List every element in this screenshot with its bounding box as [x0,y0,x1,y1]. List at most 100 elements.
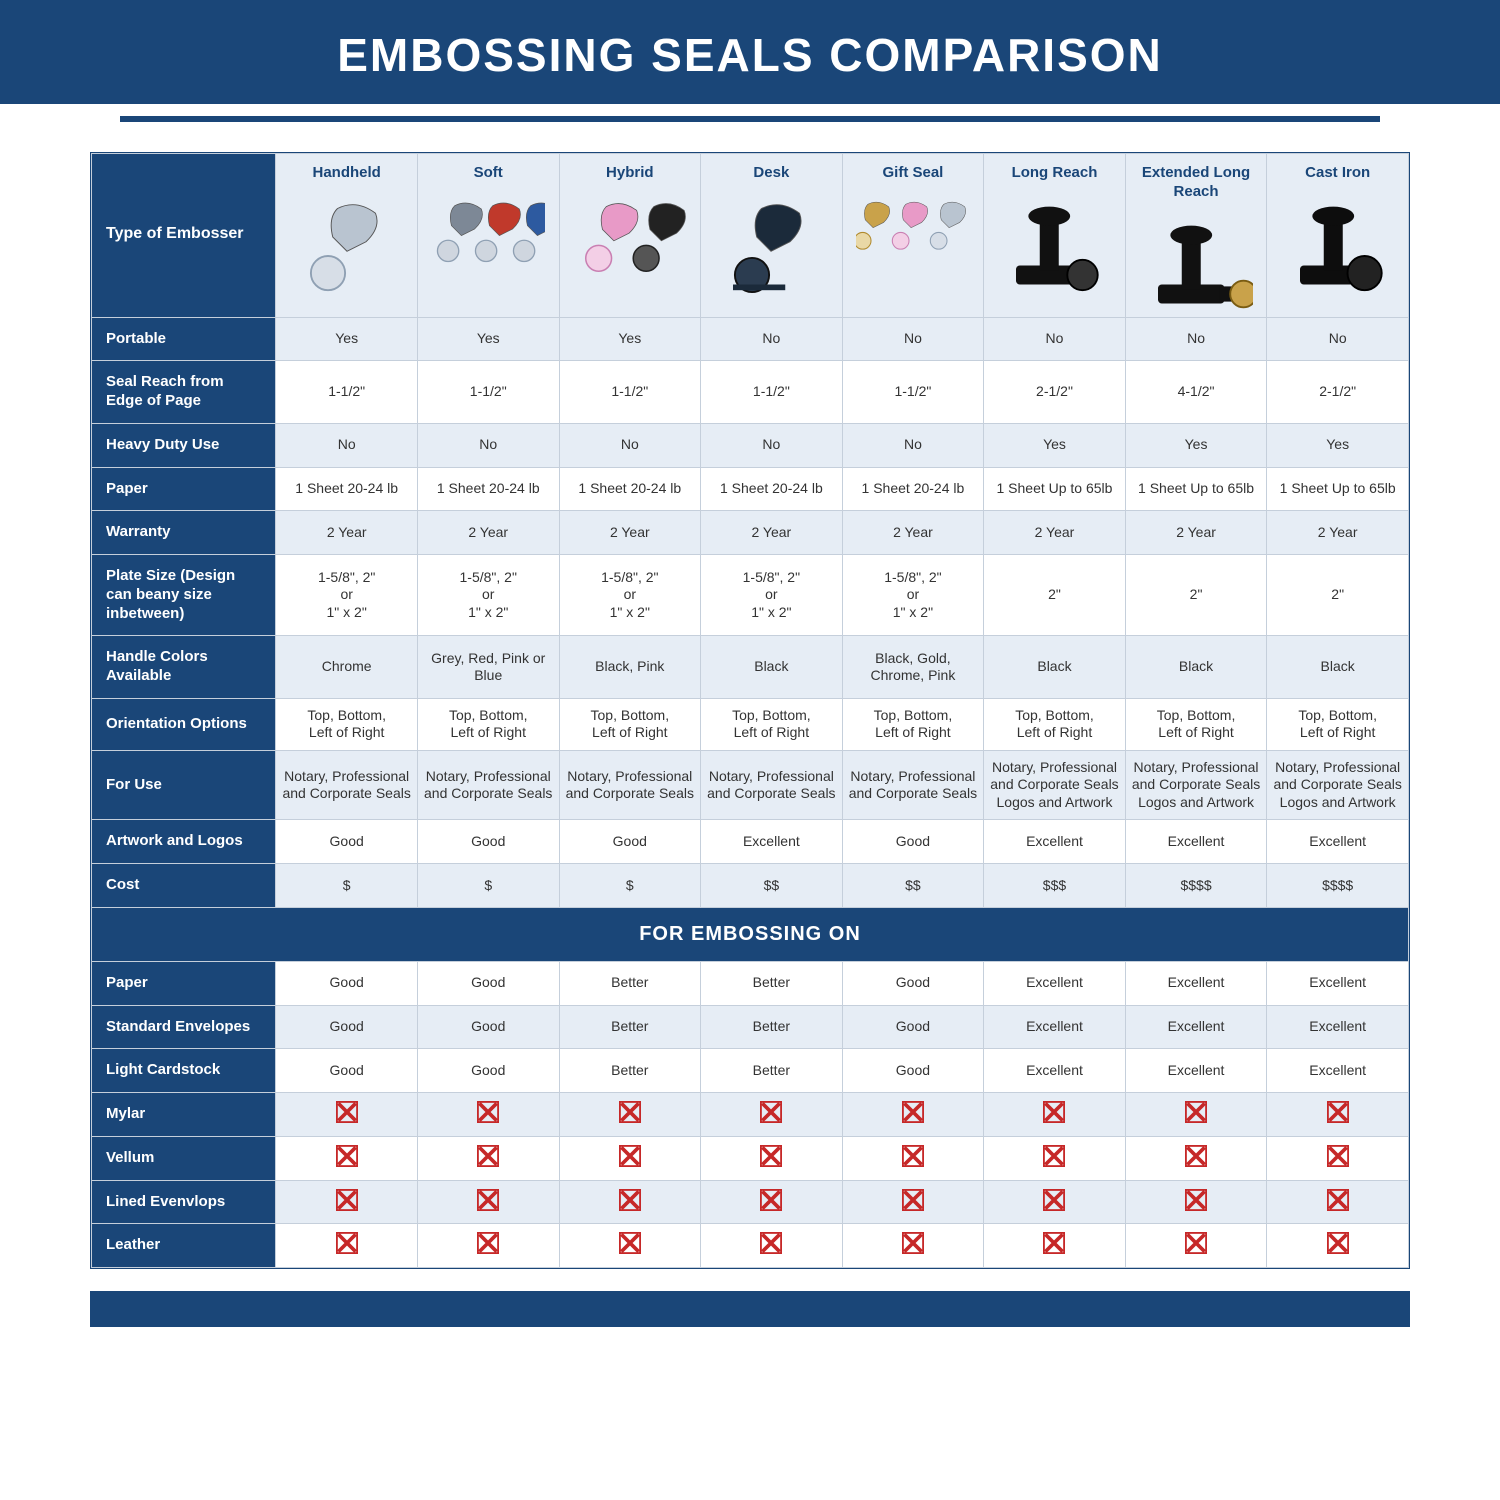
data-cell: Yes [276,317,418,361]
row-label: Cost [92,864,276,908]
data-cell: 1-1/2" [276,361,418,424]
data-cell: Good [417,820,559,864]
row-label: Lined Evenvlops [92,1180,276,1224]
data-cell: Black [984,636,1126,699]
data-cell: Good [842,1005,984,1049]
data-cell [984,1180,1126,1224]
data-cell: 2 Year [1125,511,1267,555]
data-cell: Excellent [984,1005,1126,1049]
data-cell [984,1224,1126,1268]
data-cell: No [276,423,418,467]
row-label: Light Cardstock [92,1049,276,1093]
row-label: For Use [92,750,276,820]
x-icon [760,1101,782,1123]
x-icon [336,1101,358,1123]
row-label: Portable [92,317,276,361]
data-cell: $$$$ [1267,864,1409,908]
data-cell [701,1224,843,1268]
data-cell: Good [842,961,984,1005]
data-cell: 2" [1125,555,1267,636]
data-cell: Notary, Professional and Corporate Seals [559,750,701,820]
data-cell: Better [701,1005,843,1049]
x-icon [902,1145,924,1167]
data-cell: 1-1/2" [842,361,984,424]
x-icon [902,1232,924,1254]
data-cell: 2 Year [559,511,701,555]
data-cell: Excellent [701,820,843,864]
data-cell: 1 Sheet 20-24 lb [559,467,701,511]
data-cell: Notary, Professional and Corporate Seals… [984,750,1126,820]
data-cell: Black [701,636,843,699]
x-icon [1327,1145,1349,1167]
data-cell: No [842,423,984,467]
data-cell: 1 Sheet 20-24 lb [842,467,984,511]
data-cell [276,1136,418,1180]
data-cell: Top, Bottom,Left of Right [276,698,418,750]
data-cell: $$ [701,864,843,908]
table-row: Handle Colors AvailableChromeGrey, Red, … [92,636,1409,699]
embosser-icon [847,189,980,294]
x-icon [619,1232,641,1254]
column-label: Soft [422,164,555,183]
data-cell: Excellent [1125,1005,1267,1049]
data-cell [1125,1136,1267,1180]
table-row: Heavy Duty UseNoNoNoNoNoYesYesYes [92,423,1409,467]
x-icon [477,1145,499,1167]
data-cell: Excellent [1267,961,1409,1005]
data-cell: Excellent [1125,820,1267,864]
column-header: Hybrid [559,154,701,318]
data-cell [1267,1180,1409,1224]
table-row: Paper1 Sheet 20-24 lb1 Sheet 20-24 lb1 S… [92,467,1409,511]
data-cell: Good [276,961,418,1005]
data-cell: Black [1125,636,1267,699]
data-cell [1267,1136,1409,1180]
column-label: Desk [705,164,838,183]
data-cell: Notary, Professional and Corporate Seals [417,750,559,820]
row-label: Handle Colors Available [92,636,276,699]
table-row: Mylar [92,1093,1409,1137]
column-label: Hybrid [564,164,697,183]
x-icon [1327,1189,1349,1211]
table-header-row: Type of Embosser Handheld Soft Hybrid De… [92,154,1409,318]
data-cell [417,1093,559,1137]
data-cell [417,1224,559,1268]
x-icon [619,1189,641,1211]
table-row: Standard EnvelopesGoodGoodBetterBetterGo… [92,1005,1409,1049]
column-label: Gift Seal [847,164,980,183]
data-cell [701,1180,843,1224]
row-label: Mylar [92,1093,276,1137]
column-header: Handheld [276,154,418,318]
data-cell: Excellent [984,820,1126,864]
table-row: Cost$$$$$$$$$$$$$$$$$$ [92,864,1409,908]
data-cell [842,1136,984,1180]
data-cell [559,1093,701,1137]
data-cell: Top, Bottom,Left of Right [559,698,701,750]
row-label: Plate Size (Design can beany size inbetw… [92,555,276,636]
data-cell: Good [417,1005,559,1049]
data-cell: Better [701,961,843,1005]
data-cell: Yes [417,317,559,361]
data-cell: Yes [1125,423,1267,467]
data-cell: Excellent [984,961,1126,1005]
x-icon [336,1145,358,1167]
data-cell: 1-5/8", 2"or1" x 2" [842,555,984,636]
title-bar: EMBOSSING SEALS COMPARISON [0,0,1500,104]
table-row: Seal Reach from Edge of Page1-1/2"1-1/2"… [92,361,1409,424]
data-cell: Good [842,820,984,864]
row-label: Standard Envelopes [92,1005,276,1049]
x-icon [1043,1189,1065,1211]
data-cell: 1 Sheet Up to 65lb [1267,467,1409,511]
table-row: Orientation OptionsTop, Bottom,Left of R… [92,698,1409,750]
data-cell: 2 Year [984,511,1126,555]
data-cell: Good [559,820,701,864]
data-cell: No [1267,317,1409,361]
data-cell [984,1136,1126,1180]
table-row: PortableYesYesYesNoNoNoNoNo [92,317,1409,361]
x-icon [1043,1145,1065,1167]
data-cell: Black [1267,636,1409,699]
data-cell: 1-5/8", 2"or1" x 2" [417,555,559,636]
data-cell: Excellent [1267,1049,1409,1093]
data-cell [417,1180,559,1224]
data-cell [1125,1093,1267,1137]
column-header: Gift Seal [842,154,984,318]
